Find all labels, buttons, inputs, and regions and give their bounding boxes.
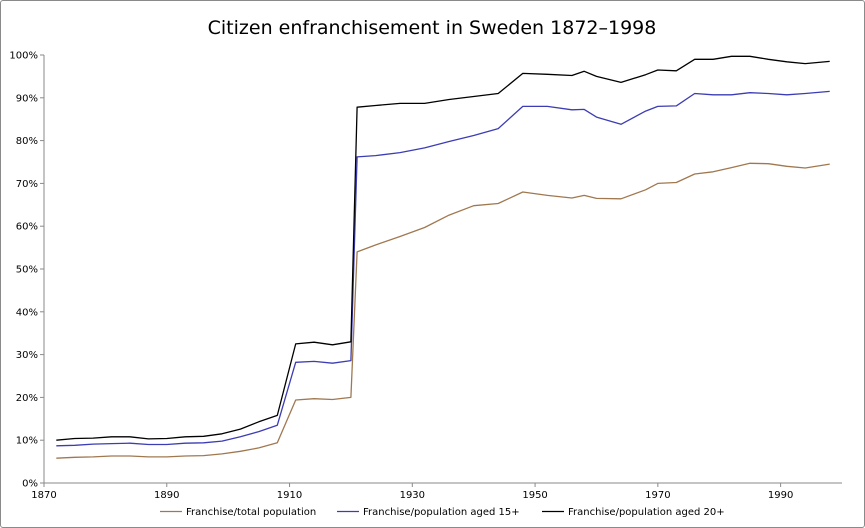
x-tick-label: 1950 [522, 490, 547, 501]
chart-title: Citizen enfranchisement in Sweden 1872–1… [208, 17, 657, 39]
y-tick-label: 50% [16, 265, 38, 276]
x-tick-label: 1930 [400, 490, 425, 501]
y-tick-label: 20% [16, 393, 38, 404]
x-tick-label: 1910 [277, 490, 302, 501]
y-tick-label: 40% [16, 307, 38, 318]
y-tick-label: 100% [9, 51, 38, 62]
x-tick-label: 1970 [645, 490, 670, 501]
legend-label-3: Franchise/population aged 20+ [568, 507, 725, 518]
series-layer [56, 55, 830, 459]
series-line-1 [56, 162, 830, 459]
y-tick-label: 0% [22, 479, 38, 490]
legend-label-1: Franchise/total population [186, 507, 316, 518]
y-tick-label: 90% [16, 93, 38, 104]
y-tick-label: 10% [16, 436, 38, 447]
y-tick-label: 80% [16, 136, 38, 147]
y-tick-label: 60% [16, 222, 38, 233]
y-tick-label: 70% [16, 179, 38, 190]
series-line-2 [56, 90, 830, 447]
x-tick-label: 1870 [31, 490, 56, 501]
x-tick-label: 1890 [154, 490, 179, 501]
x-tick-label: 1990 [768, 490, 793, 501]
legend-label-2: Franchise/population aged 15+ [363, 507, 520, 518]
legend: Franchise/total population Franchise/popu… [160, 507, 725, 518]
axes: 0% 10% 20% 30% 40% 50% 60% 70% 80% 90% 100% 1870 189… [9, 51, 842, 501]
y-tick-label: 30% [16, 350, 38, 361]
series-line-3 [56, 55, 830, 441]
